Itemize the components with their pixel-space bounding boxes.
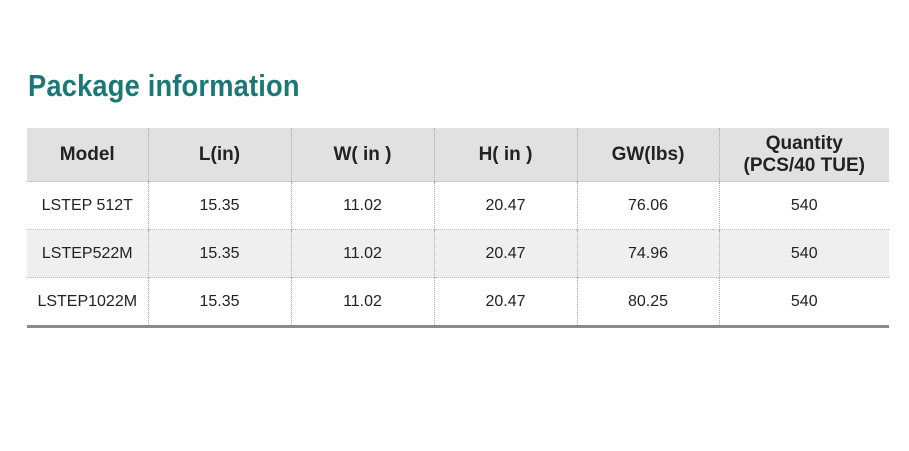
table-cell: LSTEP1022M <box>27 277 148 327</box>
table-cell: 15.35 <box>147 277 291 327</box>
header-row: Model L(in) W( in ) H( in ) GW(lbs) Quantity … <box>27 128 889 182</box>
table-cell: LSTEP 512T <box>27 181 148 230</box>
table-cell: 76.06 <box>576 181 719 230</box>
header-cell: W( in ) <box>290 128 434 182</box>
table-cell: 540 <box>718 181 889 230</box>
table-cell: 15.35 <box>147 229 291 278</box>
table-cell: 74.96 <box>576 229 719 278</box>
table-cell: 20.47 <box>433 181 577 230</box>
table-cell: 11.02 <box>290 277 434 327</box>
table-cell: 540 <box>718 229 889 278</box>
table-cell: LSTEP522M <box>27 229 148 278</box>
table-cell: 11.02 <box>290 181 434 230</box>
section-title: Package information <box>28 68 300 103</box>
header-cell: L(in) <box>147 128 291 182</box>
table-cell: 15.35 <box>147 181 291 230</box>
package-table: Model L(in) W( in ) H( in ) GW(lbs) Quantity … <box>27 128 889 328</box>
table-row: LSTEP522M 15.35 11.02 20.47 74.96 540 <box>27 229 889 278</box>
header-cell: Quantity (PCS/40 TUE) <box>718 128 889 182</box>
table-row: LSTEP 512T 15.35 11.02 20.47 76.06 540 <box>27 181 889 230</box>
header-cell: GW(lbs) <box>576 128 719 182</box>
table-cell: 20.47 <box>433 277 577 327</box>
table-cell: 20.47 <box>433 229 577 278</box>
table-body: LSTEP 512T 15.35 11.02 20.47 76.06 540 LSTEP52… <box>27 181 889 327</box>
table-cell: 540 <box>718 277 889 327</box>
table-cell: 80.25 <box>576 277 719 327</box>
header-cell: Model <box>27 128 148 182</box>
table-row: LSTEP1022M 15.35 11.02 20.47 80.25 540 <box>27 277 889 327</box>
table-header: Model L(in) W( in ) H( in ) GW(lbs) Quantity … <box>27 128 889 182</box>
header-cell: H( in ) <box>433 128 577 182</box>
table-cell: 11.02 <box>290 229 434 278</box>
